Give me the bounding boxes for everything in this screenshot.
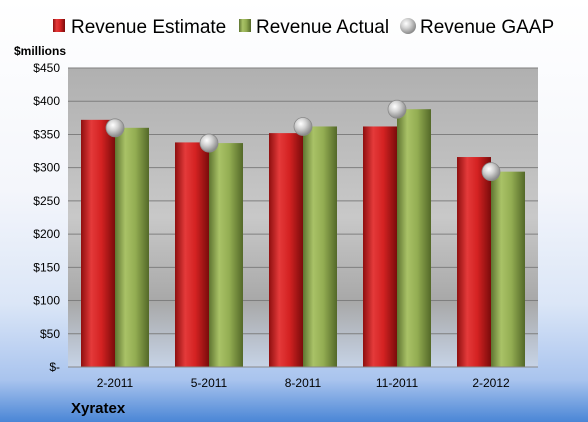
bars bbox=[81, 109, 525, 368]
legend-item-actual: Revenue Actual bbox=[239, 17, 389, 38]
bar-actual bbox=[397, 109, 431, 367]
bar-estimate bbox=[363, 126, 397, 368]
y-tick-label: $200 bbox=[33, 227, 60, 241]
bar-estimate bbox=[457, 157, 491, 367]
legend-label-gaap: Revenue GAAP bbox=[420, 17, 554, 38]
x-tick-label: 2-2011 bbox=[97, 376, 134, 390]
gaap-marker bbox=[105, 118, 125, 138]
x-tick-label: 8-2011 bbox=[285, 376, 322, 390]
y-tick-label: $- bbox=[49, 360, 60, 374]
legend-item-estimate: Revenue Estimate bbox=[53, 17, 226, 38]
legend-swatch-estimate bbox=[53, 19, 65, 32]
bar-estimate bbox=[81, 119, 115, 368]
y-tick-label: $250 bbox=[33, 194, 60, 208]
legend-item-gaap: Revenue GAAP bbox=[400, 17, 554, 38]
y-tick-label: $350 bbox=[33, 127, 60, 141]
gaap-marker bbox=[199, 133, 219, 153]
y-tick-label: $100 bbox=[33, 294, 60, 308]
company-label: Xyratex bbox=[71, 400, 126, 417]
legend-swatch-actual bbox=[239, 19, 251, 32]
y-tick-label: $300 bbox=[33, 161, 60, 175]
y-tick-label: $450 bbox=[33, 61, 60, 75]
gaap-marker bbox=[387, 99, 407, 119]
y-axis-ticks: $- $50 $100 $150 $200 $250 $300 $350 $400 $450 bbox=[33, 61, 60, 374]
bar-actual bbox=[491, 171, 525, 367]
y-axis-unit-label: $millions bbox=[14, 44, 66, 58]
legend-label-actual: Revenue Actual bbox=[256, 17, 389, 38]
y-tick-label: $50 bbox=[40, 327, 60, 341]
legend-swatch-gaap bbox=[400, 18, 416, 34]
x-tick-label: 2-2012 bbox=[472, 376, 510, 390]
legend-label-estimate: Revenue Estimate bbox=[71, 17, 226, 38]
y-tick-label: $150 bbox=[33, 260, 60, 274]
x-tick-label: 11-2011 bbox=[376, 376, 419, 390]
y-tick-label: $400 bbox=[33, 94, 60, 108]
x-tick-label: 5-2011 bbox=[191, 376, 228, 390]
gaap-marker bbox=[293, 117, 313, 136]
legend: Revenue Estimate Revenue Actual Revenue … bbox=[53, 17, 554, 38]
bar-estimate bbox=[175, 142, 209, 367]
x-axis-ticks: 2-2011 5-2011 8-2011 11-2011 2-2012 bbox=[97, 376, 510, 390]
gaap-markers bbox=[105, 99, 501, 182]
bar-actual bbox=[303, 126, 337, 368]
bar-actual bbox=[209, 143, 243, 367]
bar-estimate bbox=[269, 133, 303, 367]
gaap-marker bbox=[481, 162, 501, 182]
bar-actual bbox=[115, 127, 149, 367]
